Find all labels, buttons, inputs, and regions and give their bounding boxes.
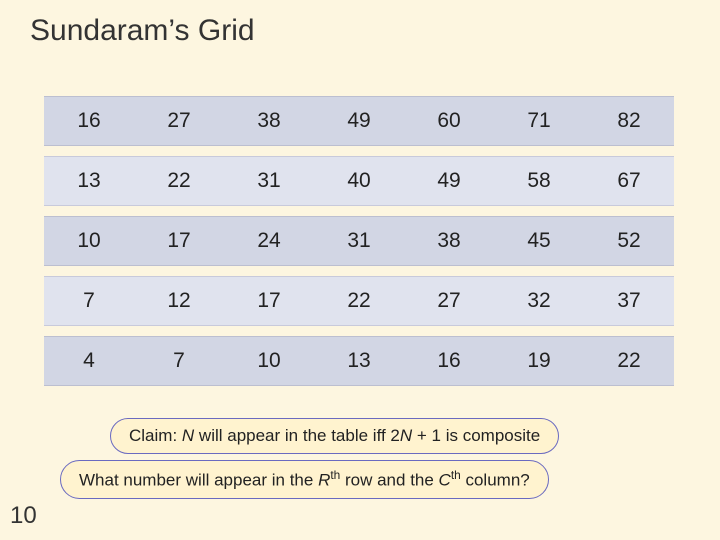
- table-cell: 22: [584, 336, 674, 386]
- table-cell: 82: [584, 96, 674, 146]
- claim-callout: Claim: N will appear in the table iff 2N…: [110, 418, 559, 454]
- table-cell: 40: [314, 156, 404, 206]
- table-cell: 58: [494, 156, 584, 206]
- table-cell: 16: [404, 336, 494, 386]
- question-var-r: R: [318, 471, 330, 490]
- table-cell: 49: [314, 96, 404, 146]
- table-cell: 7: [134, 336, 224, 386]
- table-cell: 37: [584, 276, 674, 326]
- table-cell: 71: [494, 96, 584, 146]
- question-sup-c: th: [451, 468, 461, 482]
- table-cell: 17: [224, 276, 314, 326]
- table-cell: 10: [224, 336, 314, 386]
- question-callout: What number will appear in the Rth row a…: [60, 460, 549, 499]
- question-mid1: row and the: [340, 471, 438, 490]
- table-cell: 17: [134, 216, 224, 266]
- table-cell: 52: [584, 216, 674, 266]
- table-cell: 32: [494, 276, 584, 326]
- table-row: 471013161922: [44, 336, 674, 386]
- question-prefix: What number will appear in the: [79, 471, 318, 490]
- question-var-c: C: [439, 471, 451, 490]
- table-cell: 13: [314, 336, 404, 386]
- table-cell: 13: [44, 156, 134, 206]
- claim-var-n1: N: [182, 426, 194, 445]
- claim-prefix: Claim:: [129, 426, 182, 445]
- question-sup-r: th: [330, 468, 340, 482]
- table-cell: 49: [404, 156, 494, 206]
- table-cell: 19: [494, 336, 584, 386]
- table-row: 16273849607182: [44, 96, 674, 146]
- question-mid2: column?: [461, 471, 530, 490]
- table-row: 10172431384552: [44, 216, 674, 266]
- table-cell: 12: [134, 276, 224, 326]
- table-cell: 7: [44, 276, 134, 326]
- table-cell: 38: [404, 216, 494, 266]
- table-cell: 67: [584, 156, 674, 206]
- table-cell: 27: [404, 276, 494, 326]
- table-cell: 31: [224, 156, 314, 206]
- sundaram-grid-table: 1627384960718213223140495867101724313845…: [44, 86, 674, 396]
- table-row: 13223140495867: [44, 156, 674, 206]
- table-cell: 38: [224, 96, 314, 146]
- table-cell: 31: [314, 216, 404, 266]
- table-row: 7121722273237: [44, 276, 674, 326]
- table-cell: 24: [224, 216, 314, 266]
- table-cell: 45: [494, 216, 584, 266]
- page-number: 10: [10, 502, 37, 530]
- table-cell: 22: [314, 276, 404, 326]
- table-cell: 16: [44, 96, 134, 146]
- table-cell: 27: [134, 96, 224, 146]
- slide-title: Sundaram’s Grid: [30, 14, 255, 48]
- table-cell: 4: [44, 336, 134, 386]
- claim-mid2: + 1 is composite: [412, 426, 540, 445]
- claim-var-n2: N: [400, 426, 412, 445]
- table-cell: 22: [134, 156, 224, 206]
- table-cell: 60: [404, 96, 494, 146]
- table-cell: 10: [44, 216, 134, 266]
- claim-mid1: will appear in the table iff 2: [194, 426, 400, 445]
